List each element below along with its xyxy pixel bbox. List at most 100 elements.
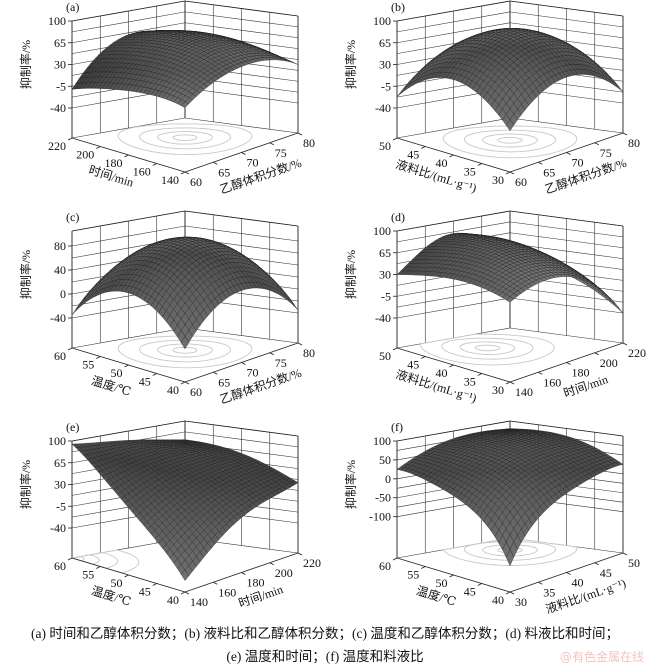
y-tick-label: 200 — [275, 566, 293, 580]
x-tick — [67, 347, 73, 351]
floor-contour — [138, 339, 232, 363]
x-tick — [152, 583, 157, 586]
floor-back-edge — [509, 327, 624, 344]
floor-contour — [117, 335, 253, 369]
y-tick — [594, 352, 599, 356]
z-tick-label: 0 — [60, 287, 66, 301]
surface-cell — [181, 569, 189, 581]
z-tick-label: 100 — [48, 14, 66, 28]
chart-panel-d: -40 -5 30 65 100 抑制率/% 30 35 40 45 50 液料比/(mL·g⁻¹) 1… — [325, 210, 650, 415]
z-tick-label: 100 — [373, 224, 391, 238]
floor-contour — [157, 343, 213, 358]
surface-cell — [290, 300, 299, 311]
z-tick-label: -5 — [381, 79, 391, 93]
surface-cell — [505, 296, 515, 303]
z-tick-label: -5 — [381, 289, 391, 303]
floor-contour — [172, 134, 198, 141]
floor-contour — [157, 131, 213, 145]
x-tick-label: 40 — [167, 383, 179, 397]
y-tick — [269, 352, 274, 356]
x-tick — [152, 373, 157, 376]
x-tick-label: 200 — [76, 148, 94, 162]
y-tick-label: 65 — [543, 165, 555, 179]
y-tick-label: 180 — [247, 576, 265, 590]
x-tick-label: 50 — [379, 139, 391, 153]
y-tick — [622, 342, 628, 346]
y-tick — [594, 142, 599, 146]
y-tick-label: 80 — [628, 136, 640, 150]
y-tick-label: 75 — [275, 356, 287, 370]
y-tick — [566, 362, 571, 365]
surface-cell — [396, 88, 405, 97]
y-axis-title: 乙醇体积分数/% — [543, 155, 629, 197]
panel-label: (d) — [391, 210, 405, 224]
floor-contour — [420, 333, 555, 366]
x-tick — [392, 137, 398, 141]
floor-contour — [463, 129, 557, 153]
floor-contour — [117, 123, 253, 156]
z-tick-label: -5 — [56, 499, 66, 513]
z-tick-label: 30 — [54, 478, 66, 492]
y-axis-title: 乙醇体积分数/% — [218, 155, 304, 197]
x-tick — [180, 381, 186, 385]
floor-contour — [474, 344, 501, 352]
x-tick-label: 160 — [133, 165, 151, 179]
top-edge — [71, 0, 186, 22]
y-tick-label: 140 — [515, 385, 533, 399]
surface-cell — [180, 101, 190, 108]
x-tick-label: 50 — [111, 576, 123, 590]
x-tick-label: 55 — [82, 358, 94, 372]
z-tick-label: 100 — [48, 434, 66, 448]
x-tick — [505, 171, 511, 175]
x-tick — [96, 146, 101, 149]
floor-back-edge — [509, 117, 624, 134]
y-tick-label: 80 — [303, 346, 315, 360]
x-tick-label: 60 — [54, 559, 66, 573]
panel-label: (e) — [66, 420, 79, 434]
floor-contour — [442, 125, 578, 159]
x-tick — [180, 171, 186, 175]
top-edge — [509, 420, 624, 437]
floor-contour — [172, 346, 198, 354]
x-tick — [96, 566, 101, 569]
panel-label: (a) — [66, 0, 79, 14]
y-tick — [241, 572, 246, 575]
chart-panel-e: -40 -5 30 65 100 抑制率/% 40 45 50 55 60 温度/℃ 140 160 180… — [0, 420, 325, 625]
x-tick — [505, 381, 511, 385]
y-tick-label: 160 — [543, 375, 561, 389]
x-tick-label: 45 — [139, 375, 151, 389]
surface-cell — [71, 305, 80, 316]
top-edge — [396, 420, 511, 442]
z-tick-label: -40 — [50, 521, 66, 535]
y-axis-title: 乙醇体积分数/% — [218, 365, 304, 407]
x-tick — [152, 163, 157, 166]
floor-back-edge — [396, 117, 511, 139]
y-tick — [184, 171, 190, 175]
x-tick-label: 180 — [105, 156, 123, 170]
z-tick-label: 65 — [54, 456, 66, 470]
x-tick — [477, 373, 482, 376]
x-tick — [421, 356, 426, 359]
z-axis-title: 抑制率/% — [343, 250, 358, 299]
x-tick — [421, 146, 426, 149]
y-tick — [297, 132, 303, 136]
y-tick-label: 70 — [572, 156, 584, 170]
top-edge — [396, 0, 511, 22]
y-tick-label: 70 — [247, 366, 259, 380]
y-tick — [566, 152, 571, 155]
x-tick-label: 50 — [111, 366, 123, 380]
z-tick-label: -40 — [375, 101, 391, 115]
z-tick-label: 65 — [54, 36, 66, 50]
x-tick-label: 55 — [82, 568, 94, 582]
x-tick-label: 40 — [167, 593, 179, 607]
y-tick-label: 70 — [247, 156, 259, 170]
x-tick — [96, 356, 101, 359]
x-tick — [449, 154, 454, 158]
y-tick — [269, 142, 274, 146]
floor-contour — [459, 341, 516, 355]
x-tick — [449, 364, 454, 368]
